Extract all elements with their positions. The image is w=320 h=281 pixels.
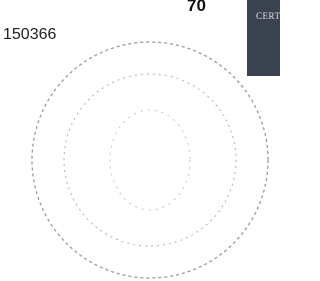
- document-number: 150366: [3, 26, 56, 44]
- badge-text: CERT: [256, 11, 280, 21]
- page-number: 70: [187, 0, 206, 16]
- document-page: 150366 70 CERT: [0, 0, 280, 281]
- stamp-inner-ring: [64, 74, 236, 246]
- badge: CERT: [247, 0, 280, 76]
- stamp-emblem: [110, 110, 190, 210]
- stamp-outer-ring: [32, 42, 268, 278]
